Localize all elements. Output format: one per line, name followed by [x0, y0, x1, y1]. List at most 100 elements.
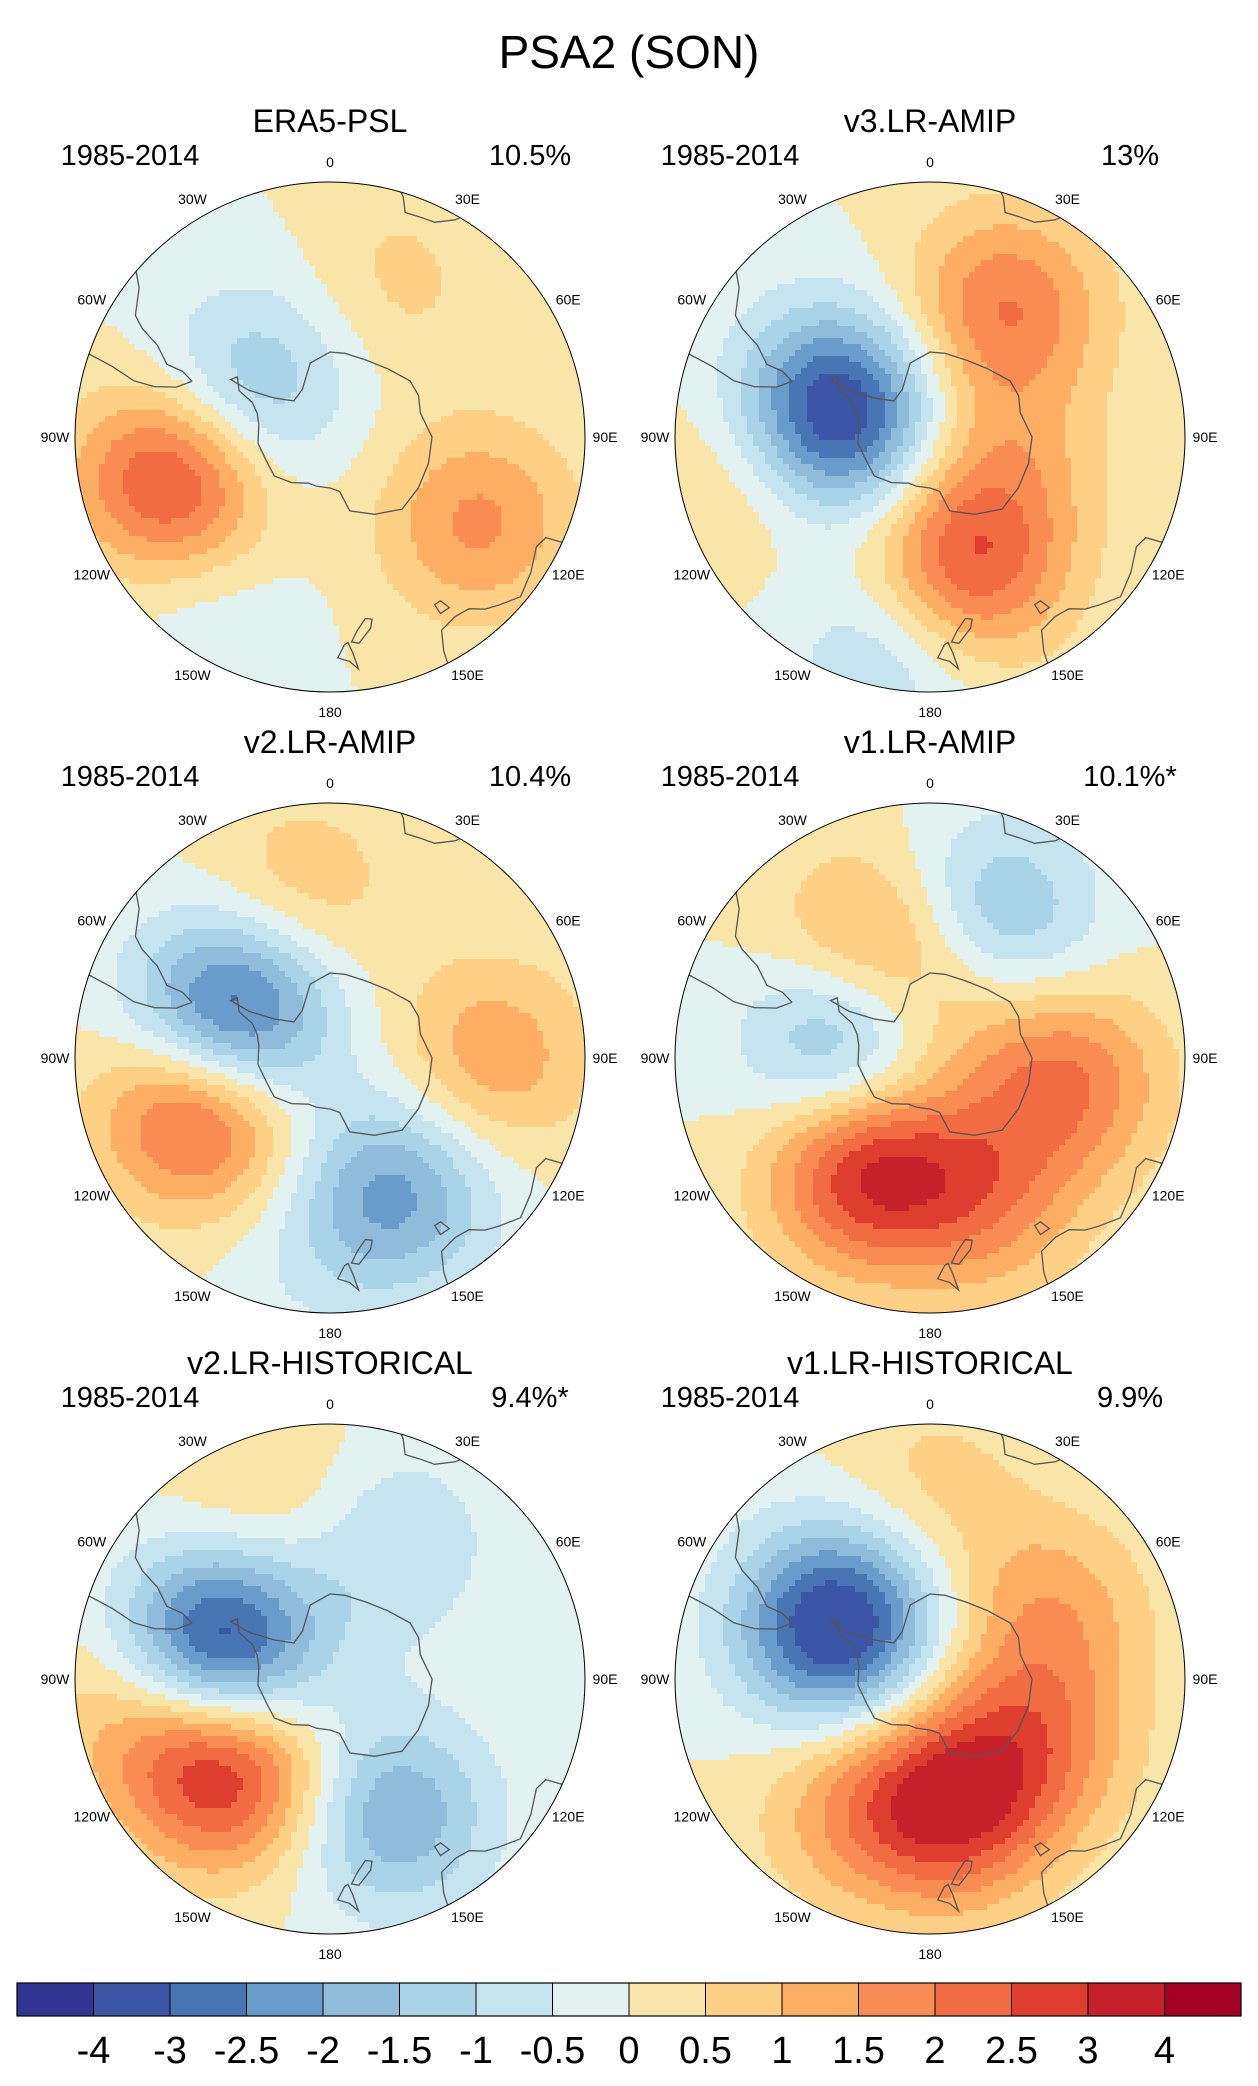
- coastlines: [675, 182, 1175, 676]
- panel-period: 1985-2014: [661, 140, 800, 172]
- africa-coastline: [394, 1424, 475, 1465]
- longitude-label: 90W: [41, 1671, 71, 1687]
- colorbar-tick-label: -1.5: [367, 2030, 432, 2072]
- longitude-label: 60E: [556, 1534, 581, 1550]
- colorbar-swatch: [935, 1983, 1012, 2016]
- longitude-label: 120W: [674, 1188, 711, 1204]
- longitude-label: 150W: [174, 1909, 211, 1925]
- new-zealand-north-coastline: [336, 1883, 360, 1914]
- tasmania-coastline: [1033, 1842, 1051, 1857]
- tasmania-coastline: [1033, 1221, 1051, 1236]
- longitude-label: 30E: [455, 191, 480, 207]
- coastlines: [75, 182, 575, 676]
- map-boundary: [674, 1423, 1186, 1935]
- longitude-label: 150W: [174, 1288, 211, 1304]
- contour-field: [75, 182, 585, 692]
- longitude-label: 30W: [778, 812, 808, 828]
- panel-title: v2.LR-AMIP: [244, 724, 416, 760]
- colorbar-swatch: [17, 1983, 94, 2016]
- longitude-label: 0: [926, 775, 934, 791]
- map-panel: v3.LR-AMIP 1985-2014 13% 0 30E 60E 90E 120E 150E…: [641, 103, 1218, 720]
- longitude-label: 90E: [593, 1050, 618, 1066]
- longitude-label: 90W: [41, 1050, 71, 1066]
- longitude-label: 150W: [774, 1288, 811, 1304]
- panel-variance: 9.4%*: [491, 1382, 568, 1414]
- longitude-label: 60E: [1156, 292, 1181, 308]
- panel-period: 1985-2014: [661, 1382, 800, 1414]
- south-america-east-coastline: [133, 881, 193, 1003]
- longitude-label: 0: [326, 154, 334, 170]
- australia-coastline: [440, 1778, 575, 1918]
- tasmania-coastline: [1033, 600, 1051, 615]
- longitude-label: 180: [918, 704, 942, 720]
- longitude-label: 30W: [778, 1433, 808, 1449]
- colorbar-tick-label: -2.5: [214, 2030, 279, 2072]
- longitude-label: 90W: [641, 1050, 671, 1066]
- longitude-label: 0: [926, 1396, 934, 1412]
- map-boundary: [74, 1423, 586, 1935]
- longitude-label: 90W: [641, 1671, 671, 1687]
- coastlines: [75, 1424, 575, 1918]
- colorbar-tick-label: -4: [77, 2030, 111, 2072]
- longitude-label: 60E: [556, 292, 581, 308]
- africa-coastline: [994, 1424, 1075, 1465]
- colorbar-tick-label: -2: [306, 2030, 340, 2072]
- panel-variance: 10.4%: [489, 761, 571, 793]
- longitude-label: 150E: [451, 1909, 484, 1925]
- africa-coastline: [994, 803, 1075, 844]
- longitude-label: 120E: [552, 567, 585, 583]
- colorbar-tick-label: -1: [459, 2030, 493, 2072]
- contour-field: [675, 1424, 1185, 1934]
- africa-coastline: [994, 182, 1075, 223]
- antarctica-coastline: [829, 1593, 1033, 1757]
- panel-variance: 13%: [1101, 140, 1159, 172]
- colorbar-tick-label: 4: [1154, 2030, 1175, 2072]
- colorbar-swatch: [1011, 1983, 1089, 2016]
- panel-period: 1985-2014: [61, 1382, 200, 1414]
- australia-coastline: [1040, 536, 1175, 676]
- longitude-label: 90E: [593, 1671, 618, 1687]
- colorbar-tick-label: 2.5: [985, 2030, 1038, 2072]
- colorbar-swatch: [629, 1983, 706, 2016]
- longitude-label: 30W: [178, 812, 208, 828]
- longitude-label: 30W: [178, 1433, 208, 1449]
- colorbar: -4 -3 -2.5 -2 -1.5 -1 -0.5 0 0.5 1 1.5 2 2.5 3 4: [16, 1982, 1242, 2072]
- longitude-label: 30E: [1055, 1433, 1080, 1449]
- colorbar-swatch: [1088, 1983, 1165, 2016]
- longitude-label: 120E: [552, 1188, 585, 1204]
- panel-title: v3.LR-AMIP: [844, 103, 1016, 139]
- map-boundary: [74, 181, 586, 693]
- colorbar-swatch: [246, 1983, 324, 2016]
- coastlines: [675, 803, 1175, 1297]
- longitude-label: 120W: [74, 567, 111, 583]
- panel-title: v1.LR-AMIP: [844, 724, 1016, 760]
- panel-variance: 9.9%: [1097, 1382, 1163, 1414]
- longitude-label: 180: [318, 1946, 342, 1962]
- longitude-label: 60W: [77, 1534, 107, 1550]
- australia-coastline: [1040, 1778, 1175, 1918]
- longitude-label: 60W: [677, 913, 707, 929]
- panel-variance: 10.1%*: [1083, 761, 1177, 793]
- longitude-label: 150E: [1051, 667, 1084, 683]
- longitude-label: 120E: [1152, 1188, 1185, 1204]
- longitude-label: 0: [326, 1396, 334, 1412]
- new-zealand-north-coastline: [936, 1262, 960, 1293]
- africa-coastline: [394, 803, 475, 844]
- colorbar-tick-label: 1.5: [832, 2030, 885, 2072]
- longitude-label: 120W: [674, 1809, 711, 1825]
- longitude-label: 180: [918, 1325, 942, 1341]
- australia-coastline: [1040, 1157, 1175, 1297]
- longitude-label: 0: [326, 775, 334, 791]
- south-america-east-coastline: [733, 881, 793, 1003]
- new-zealand-south-coastline: [350, 1238, 373, 1265]
- colorbar-swatch: [170, 1983, 247, 2016]
- longitude-label: 150E: [451, 1288, 484, 1304]
- new-zealand-north-coastline: [336, 1262, 360, 1293]
- antarctica-coastline: [829, 351, 1033, 515]
- longitude-label: 60E: [1156, 1534, 1181, 1550]
- tasmania-coastline: [433, 1842, 451, 1857]
- longitude-label: 30W: [778, 191, 808, 207]
- colorbar-tick-label: -0.5: [520, 2030, 585, 2072]
- antarctica-coastline: [229, 1593, 433, 1757]
